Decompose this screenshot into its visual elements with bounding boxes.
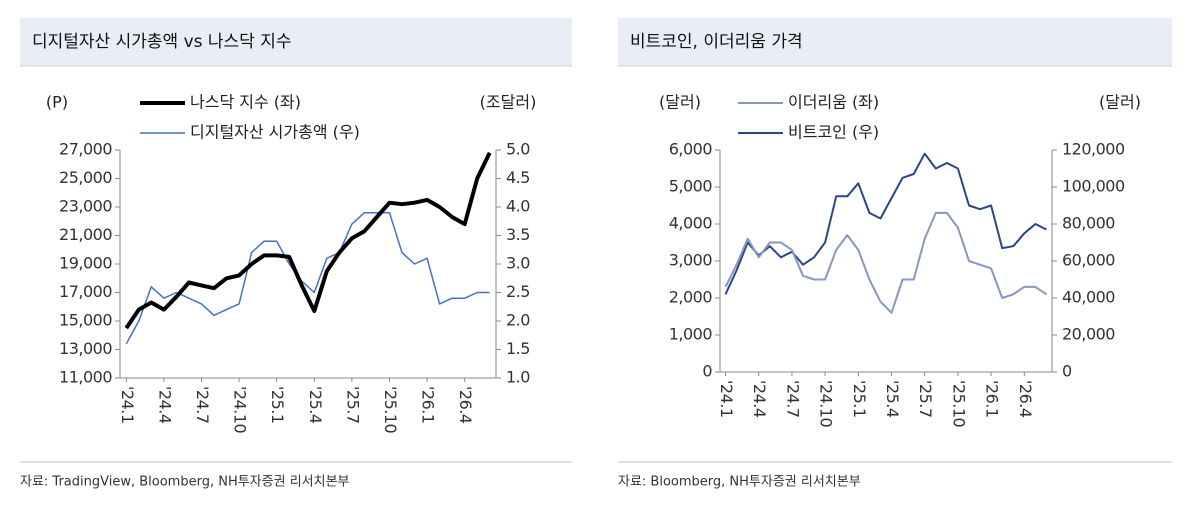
y-tick-label: 17,000 xyxy=(59,282,112,301)
y-tick-label: 27,000 xyxy=(59,140,112,159)
x-tick-label: '25.7 xyxy=(916,380,935,418)
x-tick-label: '25.10 xyxy=(949,380,968,428)
series-line xyxy=(724,211,1048,314)
x-tick-label: '25.4 xyxy=(306,386,325,424)
legend-label: 이더리움 (좌) xyxy=(788,93,879,112)
x-tick-label: '25.4 xyxy=(883,380,902,418)
y2-tick-label: 4.5 xyxy=(506,168,530,187)
legend-label: 디지털자산 시가총액 (우) xyxy=(190,123,360,142)
x-tick-label: '24.4 xyxy=(750,380,769,418)
y2-tick-label: 4.0 xyxy=(506,197,530,216)
y2-tick-label: 60,000 xyxy=(1062,251,1115,270)
series-line xyxy=(125,211,490,345)
x-tick-label: '24.7 xyxy=(783,380,802,418)
y-axis-unit: (P) xyxy=(46,93,68,112)
x-tick-label: '26.4 xyxy=(1016,380,1035,418)
panel-title: 비트코인, 이더리움 가격 xyxy=(630,32,803,52)
y-axis-unit: (달러) xyxy=(659,93,701,112)
x-tick-label: '24.4 xyxy=(155,386,174,424)
x-tick-label: '25.10 xyxy=(381,386,400,434)
y-tick-label: 13,000 xyxy=(59,339,112,358)
y-tick-label: 1,000 xyxy=(669,325,713,344)
y-tick-label: 4,000 xyxy=(669,214,713,233)
x-tick-label: '26.1 xyxy=(983,380,1002,418)
y2-tick-label: 120,000 xyxy=(1062,140,1125,159)
panel-header xyxy=(20,18,572,66)
y2-tick-label: 40,000 xyxy=(1062,288,1115,307)
y2-tick-label: 2.5 xyxy=(506,282,530,301)
x-tick-label: '26.1 xyxy=(419,386,438,424)
y2-axis-unit: (달러) xyxy=(1099,93,1141,112)
y-tick-label: 5,000 xyxy=(669,177,713,196)
y-tick-label: 3,000 xyxy=(669,251,713,270)
y2-tick-label: 1.0 xyxy=(506,368,530,387)
y2-tick-label: 80,000 xyxy=(1062,214,1115,233)
x-tick-label: '24.10 xyxy=(231,386,250,434)
legend-label: 비트코인 (우) xyxy=(788,123,879,142)
y2-tick-label: 20,000 xyxy=(1062,325,1115,344)
y2-tick-label: 100,000 xyxy=(1062,177,1125,196)
x-tick-label: '24.1 xyxy=(118,386,137,424)
y2-tick-label: 3.5 xyxy=(506,225,530,244)
x-tick-label: '25.1 xyxy=(850,380,869,418)
x-tick-label: '24.10 xyxy=(817,380,836,428)
x-tick-label: '24.1 xyxy=(717,380,736,418)
x-tick-label: '24.7 xyxy=(193,386,212,424)
y2-axis-unit: (조달러) xyxy=(480,93,537,112)
legend-label: 나스닥 지수 (좌) xyxy=(190,93,301,112)
y-tick-label: 23,000 xyxy=(59,197,112,216)
y-tick-label: 2,000 xyxy=(669,288,713,307)
source-note: 자료: TradingView, Bloomberg, NH투자증권 리서치본부 xyxy=(20,475,350,490)
y2-tick-label: 2.0 xyxy=(506,311,530,330)
y2-tick-label: 1.5 xyxy=(506,339,530,358)
y2-tick-label: 5.0 xyxy=(506,140,530,159)
series-line xyxy=(724,152,1047,295)
x-tick-label: '25.7 xyxy=(343,386,362,424)
y-tick-label: 11,000 xyxy=(59,368,112,387)
y2-tick-label: 0 xyxy=(1062,362,1072,381)
x-tick-label: '26.4 xyxy=(456,386,475,424)
y-tick-label: 6,000 xyxy=(669,140,713,159)
panel-title: 디지털자산 시가총액 vs 나스닥 지수 xyxy=(32,32,292,52)
x-tick-label: '25.1 xyxy=(268,386,287,424)
y-tick-label: 0 xyxy=(702,362,712,381)
panel-header xyxy=(618,18,1172,66)
y-tick-label: 25,000 xyxy=(59,168,112,187)
source-note: 자료: Bloomberg, NH투자증권 리서치본부 xyxy=(618,475,861,490)
series-line xyxy=(124,151,492,330)
y-tick-label: 21,000 xyxy=(59,225,112,244)
y2-tick-label: 3.0 xyxy=(506,254,530,273)
y-tick-label: 15,000 xyxy=(59,311,112,330)
y-tick-label: 19,000 xyxy=(59,254,112,273)
